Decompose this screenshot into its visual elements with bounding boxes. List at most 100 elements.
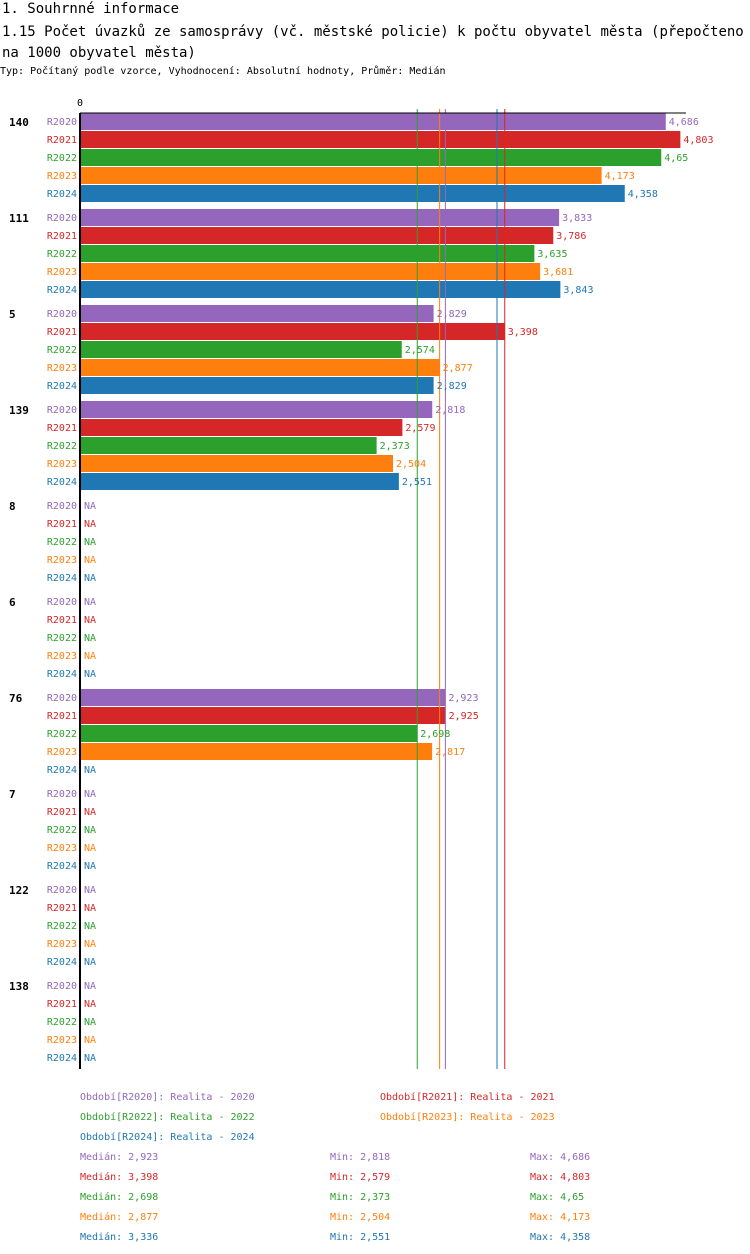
series-row-label: R2020 <box>47 981 77 992</box>
na-label: NA <box>84 981 96 992</box>
bar-value-label: 3,635 <box>537 249 567 260</box>
section-title: 1. Souhrnné informace <box>2 1 180 17</box>
na-label: NA <box>84 555 96 566</box>
x-tick-label: 0 <box>77 98 83 109</box>
series-row-label: R2024 <box>47 189 77 200</box>
bar-value-label: 4,358 <box>628 189 658 200</box>
series-row-label: R2022 <box>47 729 77 740</box>
stat-min: Min: 2,504 <box>330 1212 390 1223</box>
stat-max: Max: 4,803 <box>530 1172 590 1183</box>
na-label: NA <box>84 765 96 776</box>
stat-max: Max: 4,686 <box>530 1152 590 1163</box>
bar <box>80 401 433 418</box>
bar <box>80 725 418 742</box>
bar-value-label: 4,65 <box>664 153 688 164</box>
series-row-label: R2020 <box>47 789 77 800</box>
legend-item: Období[R2020]: Realita - 2020 <box>80 1091 255 1103</box>
series-row-label: R2024 <box>47 957 77 968</box>
series-row-label: R2020 <box>47 405 77 416</box>
series-row-label: R2022 <box>47 345 77 356</box>
series-row-label: R2023 <box>47 267 77 278</box>
bar <box>80 245 535 262</box>
na-label: NA <box>84 1053 96 1064</box>
bar <box>80 419 403 436</box>
series-row-label: R2021 <box>47 999 77 1010</box>
na-label: NA <box>84 999 96 1010</box>
bar-value-label: 3,786 <box>556 231 586 242</box>
series-row-label: R2021 <box>47 615 77 626</box>
na-label: NA <box>84 597 96 608</box>
na-label: NA <box>84 537 96 548</box>
bar <box>80 131 681 148</box>
bar-value-label: 2,698 <box>420 729 450 740</box>
na-label: NA <box>84 903 96 914</box>
na-label: NA <box>84 885 96 896</box>
series-row-label: R2021 <box>47 423 77 434</box>
na-label: NA <box>84 1035 96 1046</box>
stat-min: Min: 2,579 <box>330 1172 390 1183</box>
legend-item: Období[R2024]: Realita - 2024 <box>80 1131 255 1143</box>
series-row-label: R2022 <box>47 1017 77 1028</box>
series-row-label: R2021 <box>47 327 77 338</box>
bar <box>80 167 602 184</box>
median-lines-layer <box>416 109 506 1069</box>
legend-item: Období[R2021]: Realita - 2021 <box>380 1091 555 1103</box>
na-label: NA <box>84 921 96 932</box>
bar <box>80 455 393 472</box>
stat-median: Medián: 2,877 <box>80 1211 158 1223</box>
bar-value-label: 3,843 <box>563 285 593 296</box>
series-row-label: R2022 <box>47 825 77 836</box>
stat-min: Min: 2,373 <box>330 1192 390 1203</box>
na-label: NA <box>84 1017 96 1028</box>
series-row-label: R2022 <box>47 921 77 932</box>
series-row-label: R2022 <box>47 633 77 644</box>
bar-value-label: 2,579 <box>405 423 435 434</box>
series-row-label: R2020 <box>47 309 77 320</box>
series-row-label: R2024 <box>47 765 77 776</box>
bar-value-label: 3,681 <box>543 267 573 278</box>
na-label: NA <box>84 939 96 950</box>
stat-median: Medián: 2,698 <box>80 1191 158 1203</box>
series-row-label: R2021 <box>47 903 77 914</box>
series-row-label: R2023 <box>47 1035 77 1046</box>
category-label: 140 <box>9 116 29 129</box>
category-label: 138 <box>9 980 29 993</box>
series-row-label: R2022 <box>47 537 77 548</box>
na-label: NA <box>84 789 96 800</box>
legend-item: Období[R2023]: Realita - 2023 <box>380 1111 555 1123</box>
bar <box>80 281 561 298</box>
bar <box>80 359 440 376</box>
bars-layer <box>80 113 681 760</box>
bar <box>80 185 625 202</box>
bar <box>80 437 377 454</box>
na-label: NA <box>84 669 96 680</box>
stat-median: Medián: 3,336 <box>80 1231 158 1243</box>
category-label: 7 <box>9 788 16 801</box>
category-label: 76 <box>9 692 23 705</box>
axis-layer: 0 <box>77 98 686 1069</box>
series-row-label: R2021 <box>47 519 77 530</box>
category-label: 139 <box>9 404 29 417</box>
stat-median: Medián: 3,398 <box>80 1171 158 1183</box>
stat-median: Medián: 2,923 <box>80 1151 158 1163</box>
series-row-label: R2020 <box>47 117 77 128</box>
series-row-label: R2020 <box>47 501 77 512</box>
series-row-label: R2021 <box>47 807 77 818</box>
series-row-label: R2023 <box>47 171 77 182</box>
series-row-label: R2023 <box>47 459 77 470</box>
bar-value-label: 2,923 <box>448 693 478 704</box>
bar <box>80 113 666 130</box>
series-row-label: R2023 <box>47 747 77 758</box>
bar <box>80 305 434 322</box>
legend: Období[R2020]: Realita - 2020 Období[R202… <box>80 1091 555 1143</box>
bar-value-label: 2,829 <box>437 381 467 392</box>
bar-value-label: 3,398 <box>508 327 538 338</box>
series-row-label: R2024 <box>47 285 77 296</box>
category-label: 122 <box>9 884 29 897</box>
series-row-label: R2023 <box>47 939 77 950</box>
series-row-label: R2024 <box>47 669 77 680</box>
series-row-label: R2021 <box>47 711 77 722</box>
stat-max: Max: 4,358 <box>530 1232 590 1243</box>
series-row-label: R2020 <box>47 693 77 704</box>
